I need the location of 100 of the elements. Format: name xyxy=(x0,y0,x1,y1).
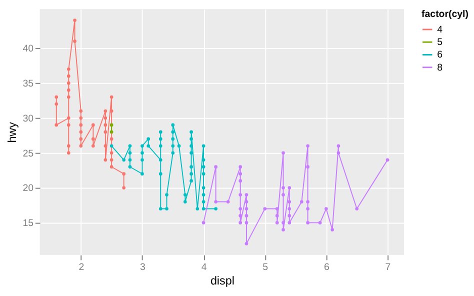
point xyxy=(54,123,58,127)
point xyxy=(238,172,242,176)
point xyxy=(202,172,206,176)
point xyxy=(202,200,206,204)
point xyxy=(196,207,200,210)
point xyxy=(122,172,126,176)
point xyxy=(128,158,132,162)
point xyxy=(54,102,58,106)
legend-label: 4 xyxy=(437,24,444,36)
point xyxy=(288,207,292,210)
point xyxy=(91,144,95,148)
point xyxy=(306,165,310,169)
point xyxy=(104,123,108,127)
point xyxy=(336,144,340,148)
point xyxy=(171,123,175,127)
point xyxy=(140,158,144,162)
point xyxy=(263,207,267,210)
point xyxy=(104,130,108,134)
point xyxy=(226,200,230,204)
point xyxy=(183,193,187,196)
point xyxy=(66,88,70,92)
y-tick-label: 40 xyxy=(22,44,34,55)
point xyxy=(202,193,206,196)
point xyxy=(282,186,285,190)
point xyxy=(238,193,242,196)
x-tick-label: 5 xyxy=(262,262,268,273)
point xyxy=(244,214,248,218)
point xyxy=(190,130,193,134)
x-tick-label: 6 xyxy=(324,262,330,273)
point xyxy=(171,137,175,141)
point xyxy=(171,144,175,148)
point xyxy=(238,214,242,218)
point xyxy=(140,172,144,176)
point xyxy=(190,144,193,148)
point xyxy=(79,144,83,148)
point xyxy=(330,228,334,232)
point xyxy=(202,144,206,148)
point xyxy=(244,193,248,196)
point xyxy=(91,137,95,141)
point xyxy=(214,165,218,169)
point xyxy=(110,123,114,127)
point xyxy=(355,207,359,210)
point xyxy=(202,158,206,162)
point xyxy=(79,123,83,127)
legend-label: 8 xyxy=(437,62,442,74)
y-axis-title: hwy xyxy=(6,122,19,143)
point xyxy=(128,165,132,169)
point xyxy=(275,214,279,218)
x-tick-label: 7 xyxy=(385,262,391,273)
point xyxy=(318,221,322,224)
point xyxy=(140,144,144,148)
point xyxy=(73,40,76,43)
point xyxy=(122,186,126,190)
point xyxy=(140,151,144,155)
legend-title: factor(cyl) xyxy=(422,8,468,20)
point xyxy=(122,158,126,162)
point xyxy=(66,67,70,71)
point xyxy=(202,221,206,224)
point xyxy=(110,130,114,134)
point xyxy=(110,165,114,169)
point xyxy=(202,207,206,210)
point xyxy=(306,207,310,210)
point xyxy=(79,116,83,120)
point xyxy=(300,200,304,204)
x-tick-label: 4 xyxy=(201,262,208,273)
point xyxy=(104,116,108,120)
point xyxy=(190,151,193,155)
y-tick-label: 30 xyxy=(22,113,34,124)
y-tick-label: 15 xyxy=(22,218,34,230)
point xyxy=(171,130,175,134)
point xyxy=(190,165,193,169)
point xyxy=(282,193,285,196)
point xyxy=(282,221,285,224)
point xyxy=(171,151,175,155)
y-tick-label: 25 xyxy=(22,148,34,160)
point xyxy=(165,193,168,196)
point xyxy=(244,221,248,224)
point xyxy=(158,207,162,210)
point xyxy=(183,200,187,204)
point xyxy=(238,165,242,169)
point xyxy=(275,221,279,224)
point xyxy=(244,242,248,246)
point xyxy=(288,200,292,204)
point xyxy=(79,137,83,141)
point xyxy=(158,130,162,134)
point xyxy=(146,144,150,148)
point xyxy=(306,200,310,204)
point xyxy=(110,151,114,155)
point xyxy=(288,186,292,190)
x-tick-label: 2 xyxy=(78,262,84,273)
point xyxy=(238,221,242,224)
point xyxy=(73,18,76,22)
point xyxy=(79,130,83,134)
legend-label: 6 xyxy=(437,50,442,61)
x-tick-label: 3 xyxy=(140,262,146,273)
point xyxy=(104,109,108,113)
point xyxy=(110,144,114,148)
point xyxy=(158,144,162,148)
point xyxy=(66,123,70,127)
point xyxy=(282,151,285,155)
